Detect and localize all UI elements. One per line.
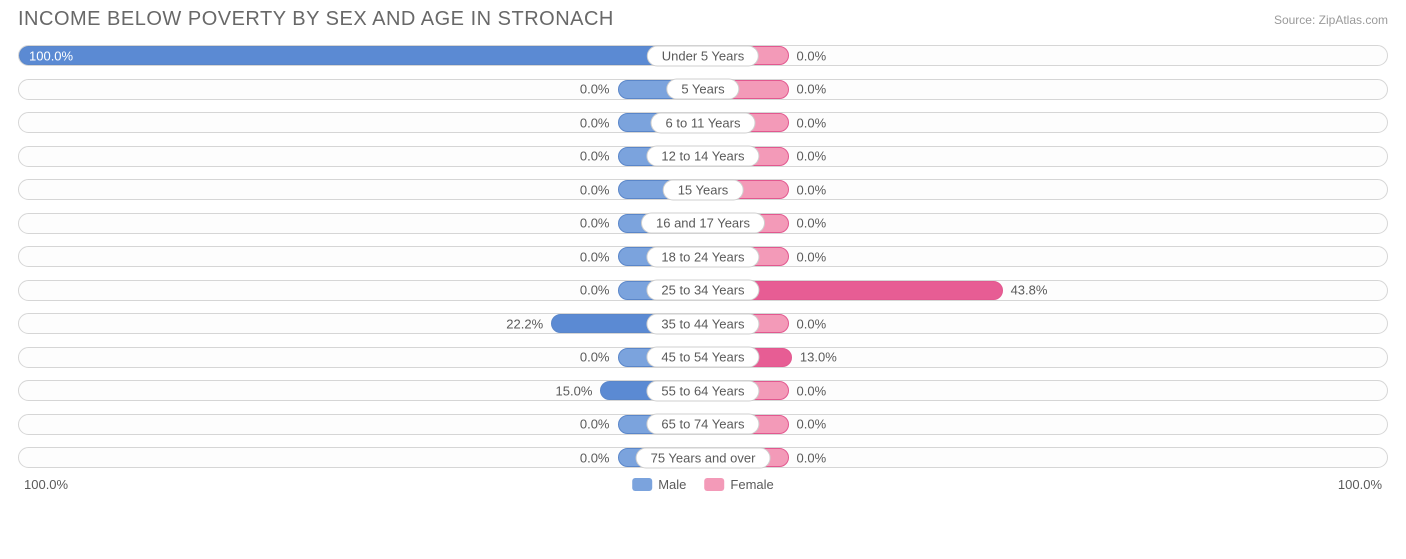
legend-female: Female: [704, 477, 773, 492]
female-value-label: 0.0%: [797, 316, 827, 331]
axis-left-label: 100.0%: [24, 477, 68, 492]
bar-row: 0.0% 0.0% 12 to 14 Years: [18, 142, 1388, 171]
bar-row: 0.0% 0.0% 15 Years: [18, 175, 1388, 204]
female-swatch-icon: [704, 478, 724, 491]
age-label-pill: 35 to 44 Years: [646, 313, 759, 334]
age-label-pill: 25 to 34 Years: [646, 280, 759, 301]
age-label-pill: 75 Years and over: [636, 447, 771, 468]
bar-row: 0.0% 0.0% 18 to 24 Years: [18, 242, 1388, 271]
male-half: 0.0%: [19, 113, 703, 132]
legend-male-label: Male: [658, 477, 686, 492]
male-value-label: 100.0%: [29, 48, 73, 63]
female-half: 0.0%: [703, 214, 1387, 233]
female-half: 0.0%: [703, 415, 1387, 434]
female-value-label: 0.0%: [797, 249, 827, 264]
male-half: 0.0%: [19, 147, 703, 166]
male-half: 22.2%: [19, 314, 703, 333]
age-label-pill: 16 and 17 Years: [641, 213, 765, 234]
female-value-label: 0.0%: [797, 383, 827, 398]
female-half: 0.0%: [703, 113, 1387, 132]
female-value-label: 0.0%: [797, 216, 827, 231]
chart-source: Source: ZipAtlas.com: [1274, 13, 1388, 27]
male-half: 0.0%: [19, 415, 703, 434]
age-label-pill: 12 to 14 Years: [646, 146, 759, 167]
female-half: 0.0%: [703, 180, 1387, 199]
diverging-bar-chart: 100.0%0.0%Under 5 Years0.0%0.0%5 Years0.…: [18, 41, 1388, 472]
male-value-label: 22.2%: [506, 316, 543, 331]
male-half: 15.0%: [19, 381, 703, 400]
male-value-label: 0.0%: [580, 283, 610, 298]
male-value-label: 0.0%: [580, 450, 610, 465]
male-swatch-icon: [632, 478, 652, 491]
axis-right-label: 100.0%: [1338, 477, 1382, 492]
female-half: 0.0%: [703, 381, 1387, 400]
legend-female-label: Female: [730, 477, 773, 492]
chart-title: INCOME BELOW POVERTY BY SEX AND AGE IN S…: [18, 8, 614, 31]
female-value-label: 0.0%: [797, 115, 827, 130]
female-value-label: 0.0%: [797, 48, 827, 63]
male-half: 0.0%: [19, 348, 703, 367]
female-value-label: 0.0%: [797, 82, 827, 97]
bar-row: 0.0% 0.0% 6 to 11 Years: [18, 108, 1388, 137]
male-half: 0.0%: [19, 214, 703, 233]
male-bar: [19, 46, 703, 65]
age-label-pill: Under 5 Years: [647, 45, 759, 66]
female-value-label: 0.0%: [797, 450, 827, 465]
bar-row: 15.0% 0.0% 55 to 64 Years: [18, 376, 1388, 405]
axis-and-legend: 100.0% 100.0% Male Female: [18, 477, 1388, 499]
bar-row: 22.2% 0.0% 35 to 44 Years: [18, 309, 1388, 338]
male-half: 0.0%: [19, 247, 703, 266]
female-half: 0.0%: [703, 147, 1387, 166]
female-value-label: 0.0%: [797, 182, 827, 197]
female-half: 0.0%: [703, 448, 1387, 467]
male-half: 0.0%: [19, 80, 703, 99]
age-label-pill: 6 to 11 Years: [651, 112, 756, 133]
male-value-label: 0.0%: [580, 417, 610, 432]
bar-row: 0.0% 13.0% 45 to 54 Years: [18, 343, 1388, 372]
male-value-label: 0.0%: [580, 350, 610, 365]
male-value-label: 0.0%: [580, 82, 610, 97]
age-label-pill: 65 to 74 Years: [646, 414, 759, 435]
bar-row: 0.0% 43.8% 25 to 34 Years: [18, 276, 1388, 305]
male-half: 100.0%: [19, 46, 703, 65]
male-value-label: 0.0%: [580, 216, 610, 231]
bar-row: 100.0% 0.0% Under 5 Years: [18, 41, 1388, 70]
female-half: 13.0%: [703, 348, 1387, 367]
female-value-label: 0.0%: [797, 417, 827, 432]
bar-row: 0.0% 0.0% 5 Years: [18, 75, 1388, 104]
male-value-label: 0.0%: [580, 249, 610, 264]
bar-row: 0.0% 0.0% 16 and 17 Years: [18, 209, 1388, 238]
legend-male: Male: [632, 477, 686, 492]
age-label-pill: 55 to 64 Years: [646, 380, 759, 401]
female-half: 0.0%: [703, 247, 1387, 266]
male-value-label: 0.0%: [580, 115, 610, 130]
female-value-label: 43.8%: [1011, 283, 1048, 298]
bar-row: 0.0% 0.0% 65 to 74 Years: [18, 410, 1388, 439]
male-half: 0.0%: [19, 448, 703, 467]
male-value-label: 0.0%: [580, 149, 610, 164]
age-label-pill: 45 to 54 Years: [646, 347, 759, 368]
age-label-pill: 5 Years: [666, 79, 739, 100]
age-label-pill: 15 Years: [663, 179, 744, 200]
header: INCOME BELOW POVERTY BY SEX AND AGE IN S…: [0, 0, 1406, 35]
male-half: 0.0%: [19, 281, 703, 300]
female-value-label: 13.0%: [800, 350, 837, 365]
male-value-label: 15.0%: [556, 383, 593, 398]
female-half: 0.0%: [703, 314, 1387, 333]
bar-row: 0.0% 0.0% 75 Years and over: [18, 443, 1388, 472]
female-value-label: 0.0%: [797, 149, 827, 164]
male-value-label: 0.0%: [580, 182, 610, 197]
female-half: 0.0%: [703, 46, 1387, 65]
female-half: 0.0%: [703, 80, 1387, 99]
age-label-pill: 18 to 24 Years: [646, 246, 759, 267]
female-half: 43.8%: [703, 281, 1387, 300]
male-half: 0.0%: [19, 180, 703, 199]
legend: Male Female: [632, 477, 774, 492]
